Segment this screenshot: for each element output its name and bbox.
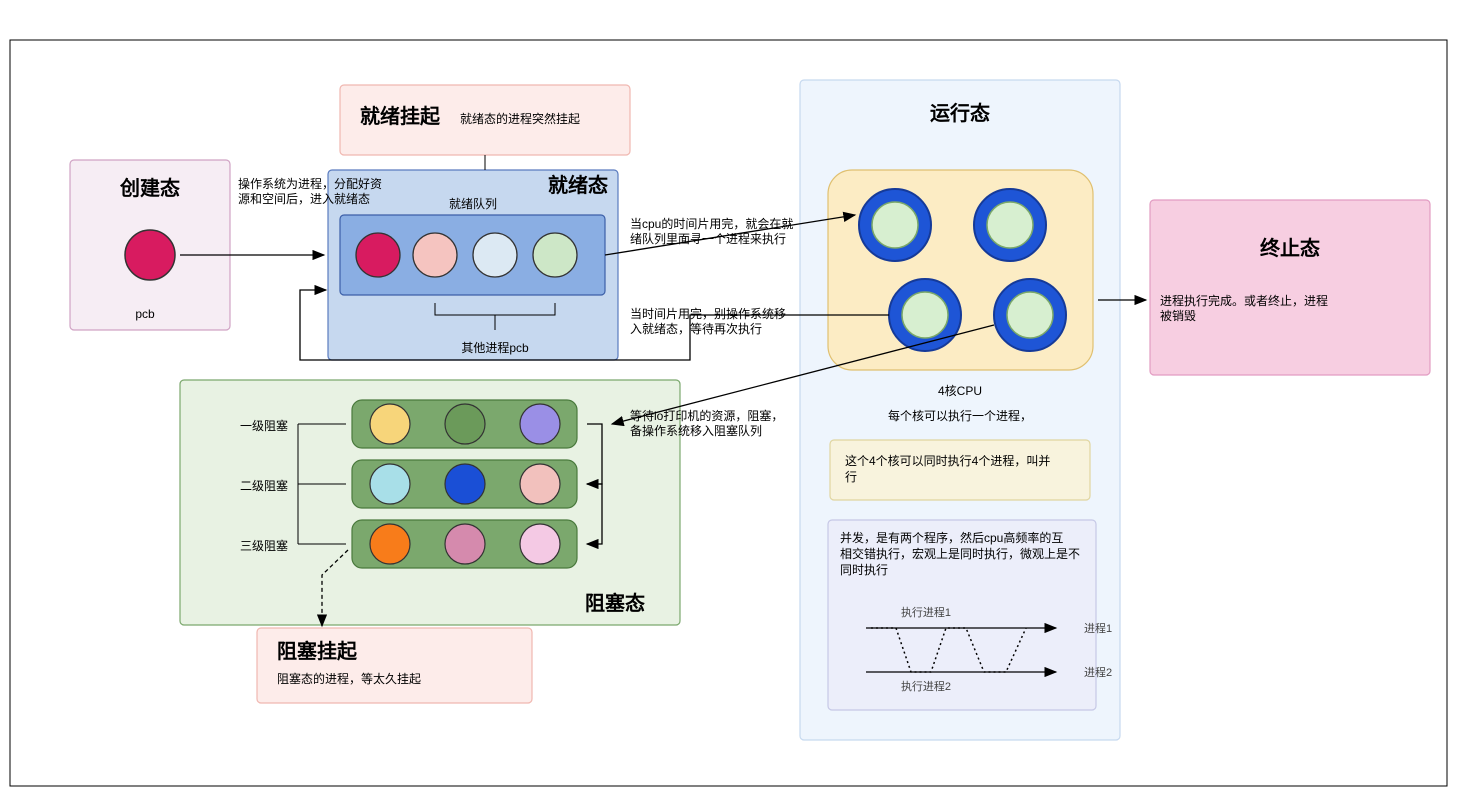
svg-text:运行态: 运行态 <box>930 101 990 125</box>
cpu-core-inner <box>987 202 1033 248</box>
block-process-circle <box>520 464 560 504</box>
process-state-diagram: 创建态 pcb 就绪挂起 就绪态的进程突然挂起就绪态就绪队列其他进程pcb 运行态 4核C… <box>0 0 1457 796</box>
terminate-state-box <box>1150 200 1430 375</box>
block-process-circle <box>445 404 485 444</box>
svg-text:就绪态: 就绪态 <box>548 173 608 197</box>
svg-text:每个核可以执行一个进程，: 每个核可以执行一个进程， <box>888 408 1032 423</box>
cpu-core-inner <box>1007 292 1053 338</box>
ready-process-circle <box>473 233 517 277</box>
svg-text:进程1: 进程1 <box>1084 622 1112 635</box>
cpu-core-inner <box>872 202 918 248</box>
svg-text:创建态: 创建态 <box>119 176 180 200</box>
block-suspend-box <box>257 628 532 703</box>
block-process-circle <box>520 524 560 564</box>
svg-text:阻塞挂起: 阻塞挂起 <box>277 639 358 663</box>
block-process-circle <box>520 404 560 444</box>
svg-text:4核CPU: 4核CPU <box>938 384 982 398</box>
svg-text:就绪态的进程突然挂起: 就绪态的进程突然挂起 <box>460 111 580 126</box>
svg-text:其他进程pcb: 其他进程pcb <box>461 340 529 355</box>
svg-text:执行进程1: 执行进程1 <box>901 605 951 619</box>
svg-text:执行进程2: 执行进程2 <box>901 679 951 693</box>
svg-text:进程2: 进程2 <box>1084 666 1112 679</box>
block-process-circle <box>445 464 485 504</box>
svg-text:终止态: 终止态 <box>1260 236 1320 260</box>
svg-text:pcb: pcb <box>135 307 155 321</box>
svg-text:二级阻塞: 二级阻塞 <box>240 478 288 493</box>
create-process-circle <box>125 230 175 280</box>
ready-process-circle <box>356 233 400 277</box>
svg-text:当时间片用完，别操作系统移入就绪态，等待再次执行: 当时间片用完，别操作系统移入就绪态，等待再次执行 <box>630 306 786 336</box>
block-process-circle <box>370 464 410 504</box>
svg-text:三级阻塞: 三级阻塞 <box>240 538 288 553</box>
ready-process-circle <box>533 233 577 277</box>
block-process-circle <box>370 404 410 444</box>
cpu-core-inner <box>902 292 948 338</box>
svg-text:阻塞态: 阻塞态 <box>585 591 645 615</box>
block-process-circle <box>445 524 485 564</box>
ready-process-circle <box>413 233 457 277</box>
svg-text:就绪队列: 就绪队列 <box>449 196 497 211</box>
svg-text:一级阻塞: 一级阻塞 <box>240 418 288 433</box>
svg-text:当cpu的时间片用完，就会在就绪队列里面寻一个进程来执行: 当cpu的时间片用完，就会在就绪队列里面寻一个进程来执行 <box>630 216 793 246</box>
svg-text:就绪挂起: 就绪挂起 <box>360 104 441 128</box>
svg-text:阻塞态的进程，等太久挂起: 阻塞态的进程，等太久挂起 <box>277 671 421 686</box>
block-process-circle <box>370 524 410 564</box>
